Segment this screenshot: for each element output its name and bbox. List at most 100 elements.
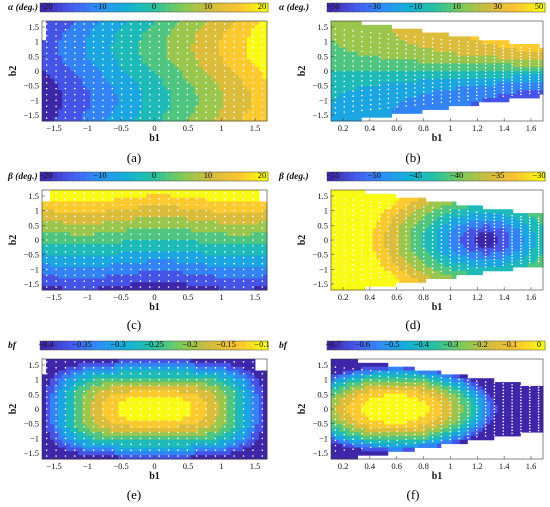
contour-cell [380, 24, 385, 30]
contour-cell [230, 24, 236, 30]
contour-cell [182, 224, 188, 229]
contour-cell [206, 94, 212, 99]
contour-cell [331, 86, 336, 91]
contour-cell [376, 32, 381, 37]
contour-cell [206, 74, 212, 80]
sample-point [111, 58, 114, 61]
contour-cell [357, 101, 362, 107]
sample-point [537, 53, 540, 56]
contour-cell [62, 28, 67, 34]
contour-cell [342, 86, 347, 91]
contour-cell [126, 97, 131, 103]
contour-cell [214, 28, 220, 34]
sample-point [177, 23, 179, 25]
contour-cell [118, 270, 123, 276]
sample-point [177, 29, 179, 31]
contour-cell [138, 236, 143, 241]
sample-point [120, 64, 123, 66]
contour-cell [501, 97, 506, 103]
contour-cell [130, 78, 135, 84]
contour-cell [118, 266, 123, 272]
contour-cell [78, 251, 83, 256]
contour-cell [138, 197, 143, 203]
contour-cell [258, 101, 264, 107]
contour-cell [50, 90, 55, 95]
sample-point [139, 81, 142, 84]
sample-point [158, 76, 160, 78]
contour-cell [254, 266, 260, 272]
contour-cell [250, 59, 256, 64]
contour-cell [174, 78, 180, 84]
contour-cell [178, 282, 184, 287]
contour-cell [130, 205, 135, 210]
contour-cell [262, 90, 268, 95]
sample-point [537, 64, 540, 67]
contour-cell [166, 216, 172, 222]
contour-cell [365, 90, 370, 95]
contour-cell [459, 71, 464, 76]
contour-cell [90, 278, 95, 283]
contour-cell [429, 51, 434, 57]
sample-point [252, 64, 254, 66]
contour-cell [206, 109, 212, 114]
contour-cell [238, 59, 244, 64]
colorbar-segment [256, 3, 263, 12]
contour-cell [162, 21, 168, 26]
contour-cell [126, 251, 131, 256]
contour-cell [90, 40, 95, 45]
contour-cell [486, 51, 491, 57]
colorbar-tick-label: −20 [39, 170, 52, 180]
contour-cell [130, 55, 135, 60]
contour-cell [402, 51, 408, 57]
contour-cell [497, 78, 502, 84]
sample-point [361, 60, 363, 62]
contour-cell [198, 243, 204, 249]
contour-cell [222, 94, 228, 99]
contour-cell [349, 44, 355, 49]
contour-cell [94, 90, 99, 95]
contour-cell [46, 209, 51, 214]
sample-point [484, 90, 487, 92]
contour-cell [202, 28, 208, 34]
contour-cell [365, 86, 370, 91]
contour-cell [86, 40, 91, 45]
contour-cell [190, 47, 196, 53]
colorbar-segment [119, 172, 127, 181]
sample-point [233, 93, 235, 96]
contour-cell [142, 236, 147, 241]
contour-cell [372, 67, 377, 72]
contour-cell [527, 59, 533, 64]
contour-cell [170, 74, 176, 80]
contour-cell [198, 240, 204, 245]
contour-cell [142, 32, 147, 37]
contour-cell [186, 274, 192, 279]
contour-cell [368, 105, 374, 110]
contour-cell [218, 193, 224, 199]
contour-cell [50, 113, 55, 118]
contour-cell [380, 47, 385, 53]
contour-cell [62, 55, 67, 60]
contour-cell [90, 63, 95, 68]
contour-cell [170, 190, 176, 195]
contour-cell [242, 224, 248, 229]
contour-cell [474, 59, 480, 64]
contour-cell [410, 44, 415, 49]
sample-point [387, 83, 390, 86]
contour-cell [178, 236, 184, 241]
sample-point [352, 75, 354, 77]
contour-cell [459, 78, 464, 84]
contour-cell [66, 263, 71, 268]
contour-cell [463, 78, 468, 84]
contour-cell [353, 67, 358, 72]
contour-cell [198, 228, 204, 233]
sample-point [158, 70, 160, 72]
contour-cell [78, 24, 83, 30]
contour-cell [94, 36, 99, 41]
contour-cell [162, 193, 168, 199]
contour-cell [238, 32, 244, 37]
contour-cell [210, 36, 216, 41]
contour-cell [206, 113, 212, 118]
contour-cell [98, 101, 103, 107]
contour-cell [66, 40, 71, 45]
contour-cell [531, 59, 536, 64]
